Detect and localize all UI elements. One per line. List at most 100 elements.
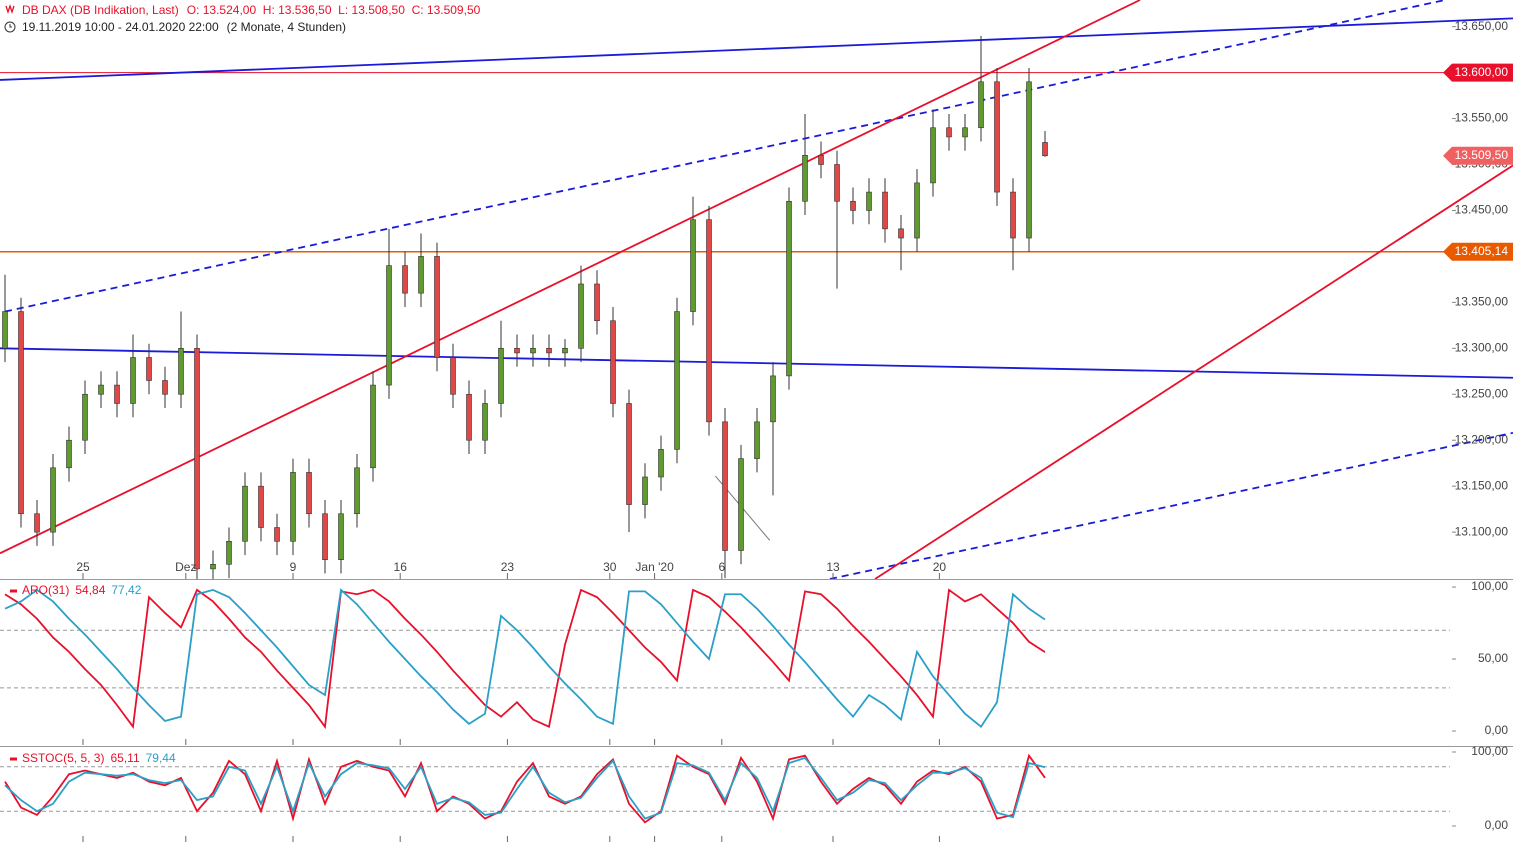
legend-item: 79,44 <box>146 751 176 765</box>
candle-body <box>898 228 904 239</box>
y-tick-label: 13.550,00 <box>1455 111 1509 125</box>
indicator-panel <box>0 753 1450 824</box>
header-line-1: DB DAX (DB Indikation, Last) O: 13.524,00… <box>22 3 481 17</box>
candle-body <box>738 458 744 551</box>
candle-body <box>994 81 1000 193</box>
x-tick-label: 23 <box>501 560 515 574</box>
indicator-line <box>4 756 1046 820</box>
legend-icon <box>10 589 17 593</box>
candle-body <box>114 384 120 404</box>
candle-body <box>354 467 360 515</box>
candle-body <box>194 348 200 570</box>
y-tick-label: 13.300,00 <box>1455 340 1509 354</box>
legend-item: 77,42 <box>111 583 141 597</box>
candle-body <box>802 155 808 202</box>
candle-body <box>578 283 584 349</box>
trend-line <box>0 17 1513 81</box>
date-range: 19.11.2019 10:00 - 24.01.2020 22:00 <box>22 20 219 34</box>
instrument: DB DAX (DB Indikation, Last) <box>22 3 179 17</box>
candle-body <box>674 311 680 450</box>
indicator-line <box>4 753 1046 824</box>
indicator-line <box>4 588 1046 730</box>
candle-body <box>930 127 936 184</box>
candle-body <box>978 81 984 129</box>
header-icons <box>4 3 16 33</box>
indicator-panel <box>0 588 1450 730</box>
y-tick-label: 50,00 <box>1478 651 1508 665</box>
candle-body <box>754 421 760 459</box>
candle-body <box>178 348 184 395</box>
legend: ARO(31) 54,84 77,42 <box>22 583 142 597</box>
candle-body <box>386 265 392 386</box>
legend: SSTOC(5, 5, 3) 65,11 79,44 <box>22 751 176 765</box>
legend-item: 54,84 <box>75 583 105 597</box>
y-tick-label: 0,00 <box>1485 723 1509 737</box>
price-marker-label: 13.509,50 <box>1455 148 1509 162</box>
x-tick-label: 16 <box>394 560 408 574</box>
x-tick-label: 9 <box>290 560 297 574</box>
candle-body <box>34 513 40 533</box>
candle-body <box>130 357 136 404</box>
candle-body <box>98 384 104 395</box>
candle-body <box>370 384 376 469</box>
price-marker-label: 13.600,00 <box>1455 65 1509 79</box>
candle-body <box>226 541 232 565</box>
candle-body <box>690 219 696 312</box>
candle-body <box>498 348 504 404</box>
legend-item: ARO(31) <box>22 583 69 597</box>
candle-body <box>610 320 616 404</box>
candle-body <box>402 265 408 294</box>
candle-body <box>946 127 952 138</box>
x-tick-label: 30 <box>603 560 617 574</box>
candle-body <box>514 348 520 354</box>
candle-body <box>466 393 472 441</box>
candle-body <box>146 357 152 381</box>
y-tick-label: 13.350,00 <box>1455 295 1509 309</box>
candle-body <box>594 283 600 322</box>
candle-body <box>530 348 536 354</box>
candle-body <box>18 311 24 515</box>
candle-body <box>162 380 168 395</box>
candle-body <box>274 527 280 542</box>
candle-body <box>306 472 312 515</box>
candle-body <box>706 219 712 423</box>
header-line-2: 19.11.2019 10:00 - 24.01.2020 22:00 (2 Mo… <box>22 20 346 34</box>
trend-line <box>829 431 1513 579</box>
x-tick-label: Dez <box>175 560 196 574</box>
price-marker <box>1443 242 1513 261</box>
x-tick-label: 13 <box>826 560 840 574</box>
x-tick-label: 25 <box>76 560 90 574</box>
candle-body <box>818 155 824 165</box>
indicator-line <box>4 588 1046 729</box>
legend-icon <box>10 757 17 761</box>
candle-body <box>258 485 264 528</box>
period: (2 Monate, 4 Stunden) <box>227 20 346 34</box>
legend-item: 65,11 <box>110 751 139 765</box>
x-tick-label: Jan '20 <box>635 560 674 574</box>
candle-body <box>658 449 664 478</box>
candle-body <box>562 348 568 354</box>
candle-body <box>770 375 776 423</box>
price-marker <box>1443 63 1513 82</box>
candle-body <box>866 191 872 211</box>
candle-body <box>82 393 88 441</box>
candle-body <box>786 200 792 377</box>
candle-body <box>482 403 488 441</box>
candle-body <box>626 403 632 505</box>
candle-body <box>914 182 920 239</box>
candle-body <box>1010 191 1016 239</box>
candle-body <box>290 472 296 542</box>
candle-body <box>242 485 248 542</box>
y-tick-label: 13.450,00 <box>1455 203 1509 217</box>
candle-body <box>642 476 648 505</box>
candle-body <box>1042 142 1048 157</box>
candle-body <box>450 357 456 395</box>
candle-body <box>50 467 56 533</box>
candle-body <box>1026 81 1032 239</box>
candle-body <box>722 421 728 551</box>
candle-body <box>850 200 856 211</box>
ohlc: O: 13.524,00 H: 13.536,50 L: 13.508,50 C… <box>187 3 481 17</box>
candle-body <box>66 439 72 469</box>
candle-body <box>834 164 840 202</box>
